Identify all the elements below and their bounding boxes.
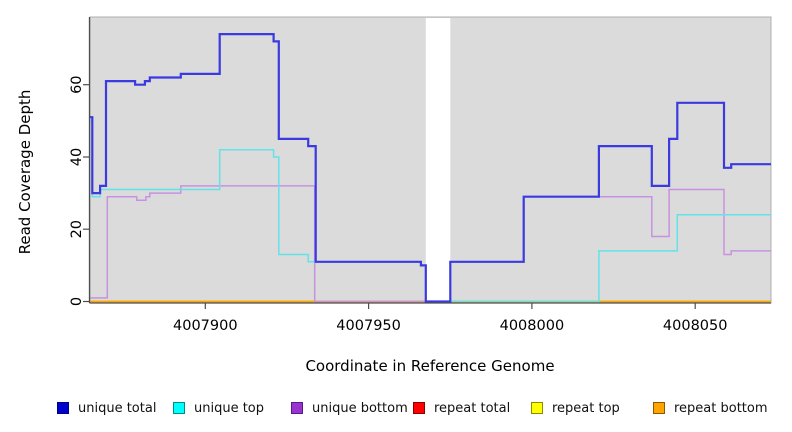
x-tick-label: 4008000 xyxy=(500,318,565,334)
legend-label: repeat top xyxy=(552,400,620,416)
legend-swatch-repeat-total-icon xyxy=(413,402,425,414)
legend-swatch-repeat-bottom-icon xyxy=(653,402,665,414)
y-tick-label: 20 xyxy=(69,220,85,238)
legend-item-unique-top: unique top xyxy=(173,399,264,417)
x-tick-label: 4007950 xyxy=(336,318,401,334)
legend-item-repeat-bottom: repeat bottom xyxy=(653,399,768,417)
y-tick-label: 40 xyxy=(69,148,85,166)
x-tick-label: 4008050 xyxy=(663,318,728,334)
legend-label: repeat bottom xyxy=(674,400,768,416)
x-tick-label: 4007900 xyxy=(173,318,238,334)
legend-swatch-unique-top-icon xyxy=(173,402,185,414)
no-data-gap xyxy=(425,18,451,302)
y-tick-label: 0 xyxy=(69,297,85,306)
y-axis-title: Read Coverage Depth xyxy=(16,90,34,255)
legend-swatch-repeat-top-icon xyxy=(531,402,543,414)
legend-label: unique bottom xyxy=(312,400,408,416)
coverage-plot: 4007900 4007950 4008000 4008050 0 20 40 60 Coor… xyxy=(16,16,772,375)
series-unique-total-line xyxy=(90,33,771,303)
legend-swatch-unique-total-icon xyxy=(57,402,69,414)
legend-item-unique-total: unique total xyxy=(57,399,156,417)
legend-label: repeat total xyxy=(434,400,511,416)
y-tick-label: 60 xyxy=(69,75,85,93)
series-unique-bottom-line xyxy=(90,185,771,303)
x-axis-title: Coordinate in Reference Genome xyxy=(305,357,554,375)
legend-item-repeat-top: repeat top xyxy=(531,399,620,417)
legend-swatch-unique-bottom-icon xyxy=(291,402,303,414)
legend-label: unique total xyxy=(78,400,157,416)
legend-item-unique-bottom: unique bottom xyxy=(291,399,408,417)
legend-label: unique top xyxy=(194,400,265,416)
chart-legend: unique total unique top unique bottom repea… xyxy=(0,399,792,421)
legend-item-repeat-total: repeat total xyxy=(413,399,510,417)
